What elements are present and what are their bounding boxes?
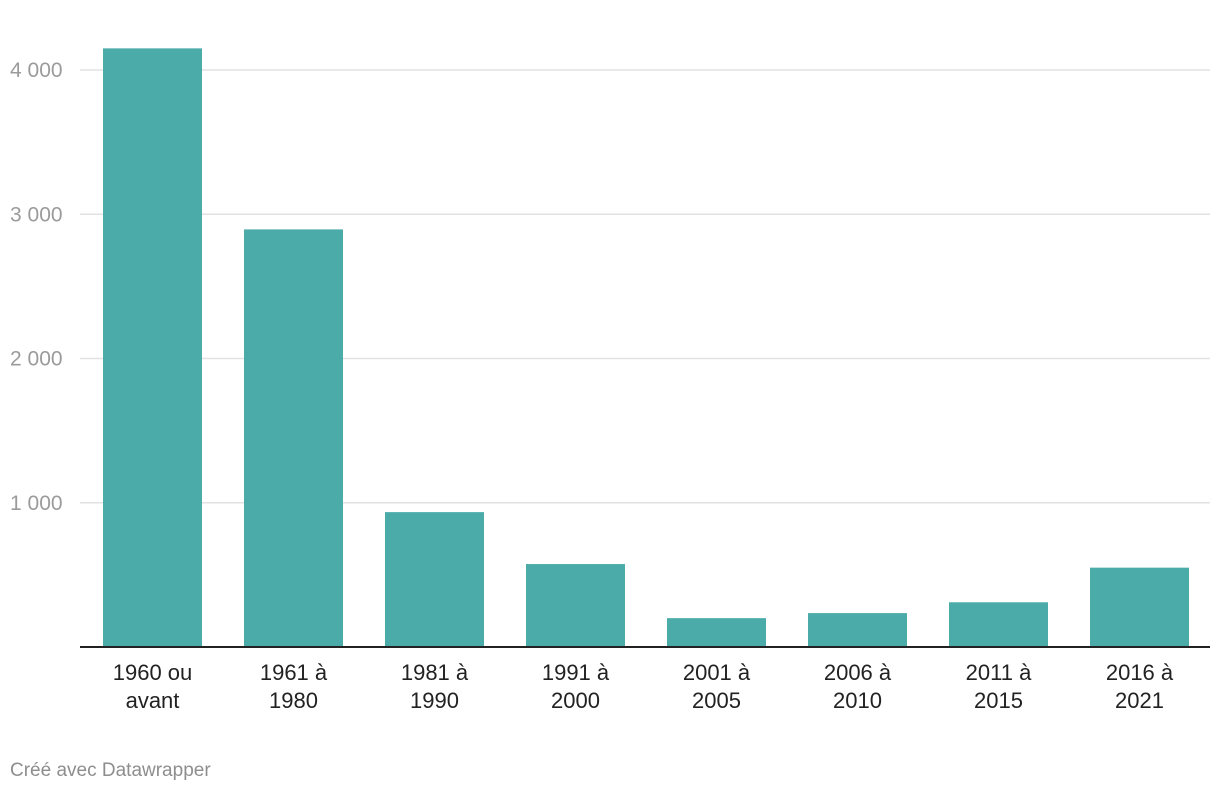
x-tick-label-line: 2011 à [966, 660, 1032, 685]
x-axis-ticks: 1960 ou avant 1961 à 1980 1981 à 1990 1991 à 20… [113, 660, 1174, 713]
y-tick-label: 4 000 [10, 59, 63, 82]
x-tick-label: 1961 à 1980 [260, 660, 328, 713]
x-tick-label-line: 2015 [974, 688, 1023, 713]
x-tick-label-line: 1961 à [260, 660, 328, 685]
y-axis-ticks: 1 000 2 000 3 000 4 000 [10, 59, 63, 515]
credit-text: Créé avec Datawrapper [10, 760, 211, 781]
x-tick-label: 2006 à 2010 [824, 660, 892, 713]
x-tick-label-line: 2006 à [824, 660, 892, 685]
x-tick-label-line: 2010 [833, 688, 882, 713]
x-tick-label: 2011 à 2015 [966, 660, 1032, 713]
x-tick-label-line: 2021 [1115, 688, 1164, 713]
x-tick-label: 1991 à 2000 [542, 660, 610, 713]
x-tick-label-line: 1990 [410, 688, 459, 713]
bar [949, 602, 1048, 647]
x-tick-label-line: 2000 [551, 688, 600, 713]
y-tick-label: 2 000 [10, 348, 63, 371]
x-tick-label: 1981 à 1990 [401, 660, 469, 713]
x-tick-label-line: 1960 ou [113, 660, 193, 685]
y-tick-label: 1 000 [10, 492, 63, 515]
x-tick-label-line: 2016 à [1106, 660, 1174, 685]
bar [1090, 567, 1189, 647]
bar [103, 48, 202, 648]
y-tick-label: 3 000 [10, 203, 63, 226]
bar [526, 564, 625, 647]
x-tick-label-line: 2001 à [683, 660, 751, 685]
x-tick-label-line: avant [126, 688, 180, 713]
x-tick-label: 2001 à 2005 [683, 660, 751, 713]
x-tick-label-line: 1980 [269, 688, 318, 713]
bar [808, 613, 907, 647]
x-tick-label-line: 1981 à [401, 660, 469, 685]
x-tick-label: 1960 ou avant [113, 660, 193, 713]
x-tick-label-line: 2005 [692, 688, 741, 713]
x-tick-label: 2016 à 2021 [1106, 660, 1174, 713]
bar [667, 618, 766, 647]
bars [103, 48, 1189, 648]
x-tick-label-line: 1991 à [542, 660, 610, 685]
bar [244, 229, 343, 648]
bar [385, 512, 484, 647]
